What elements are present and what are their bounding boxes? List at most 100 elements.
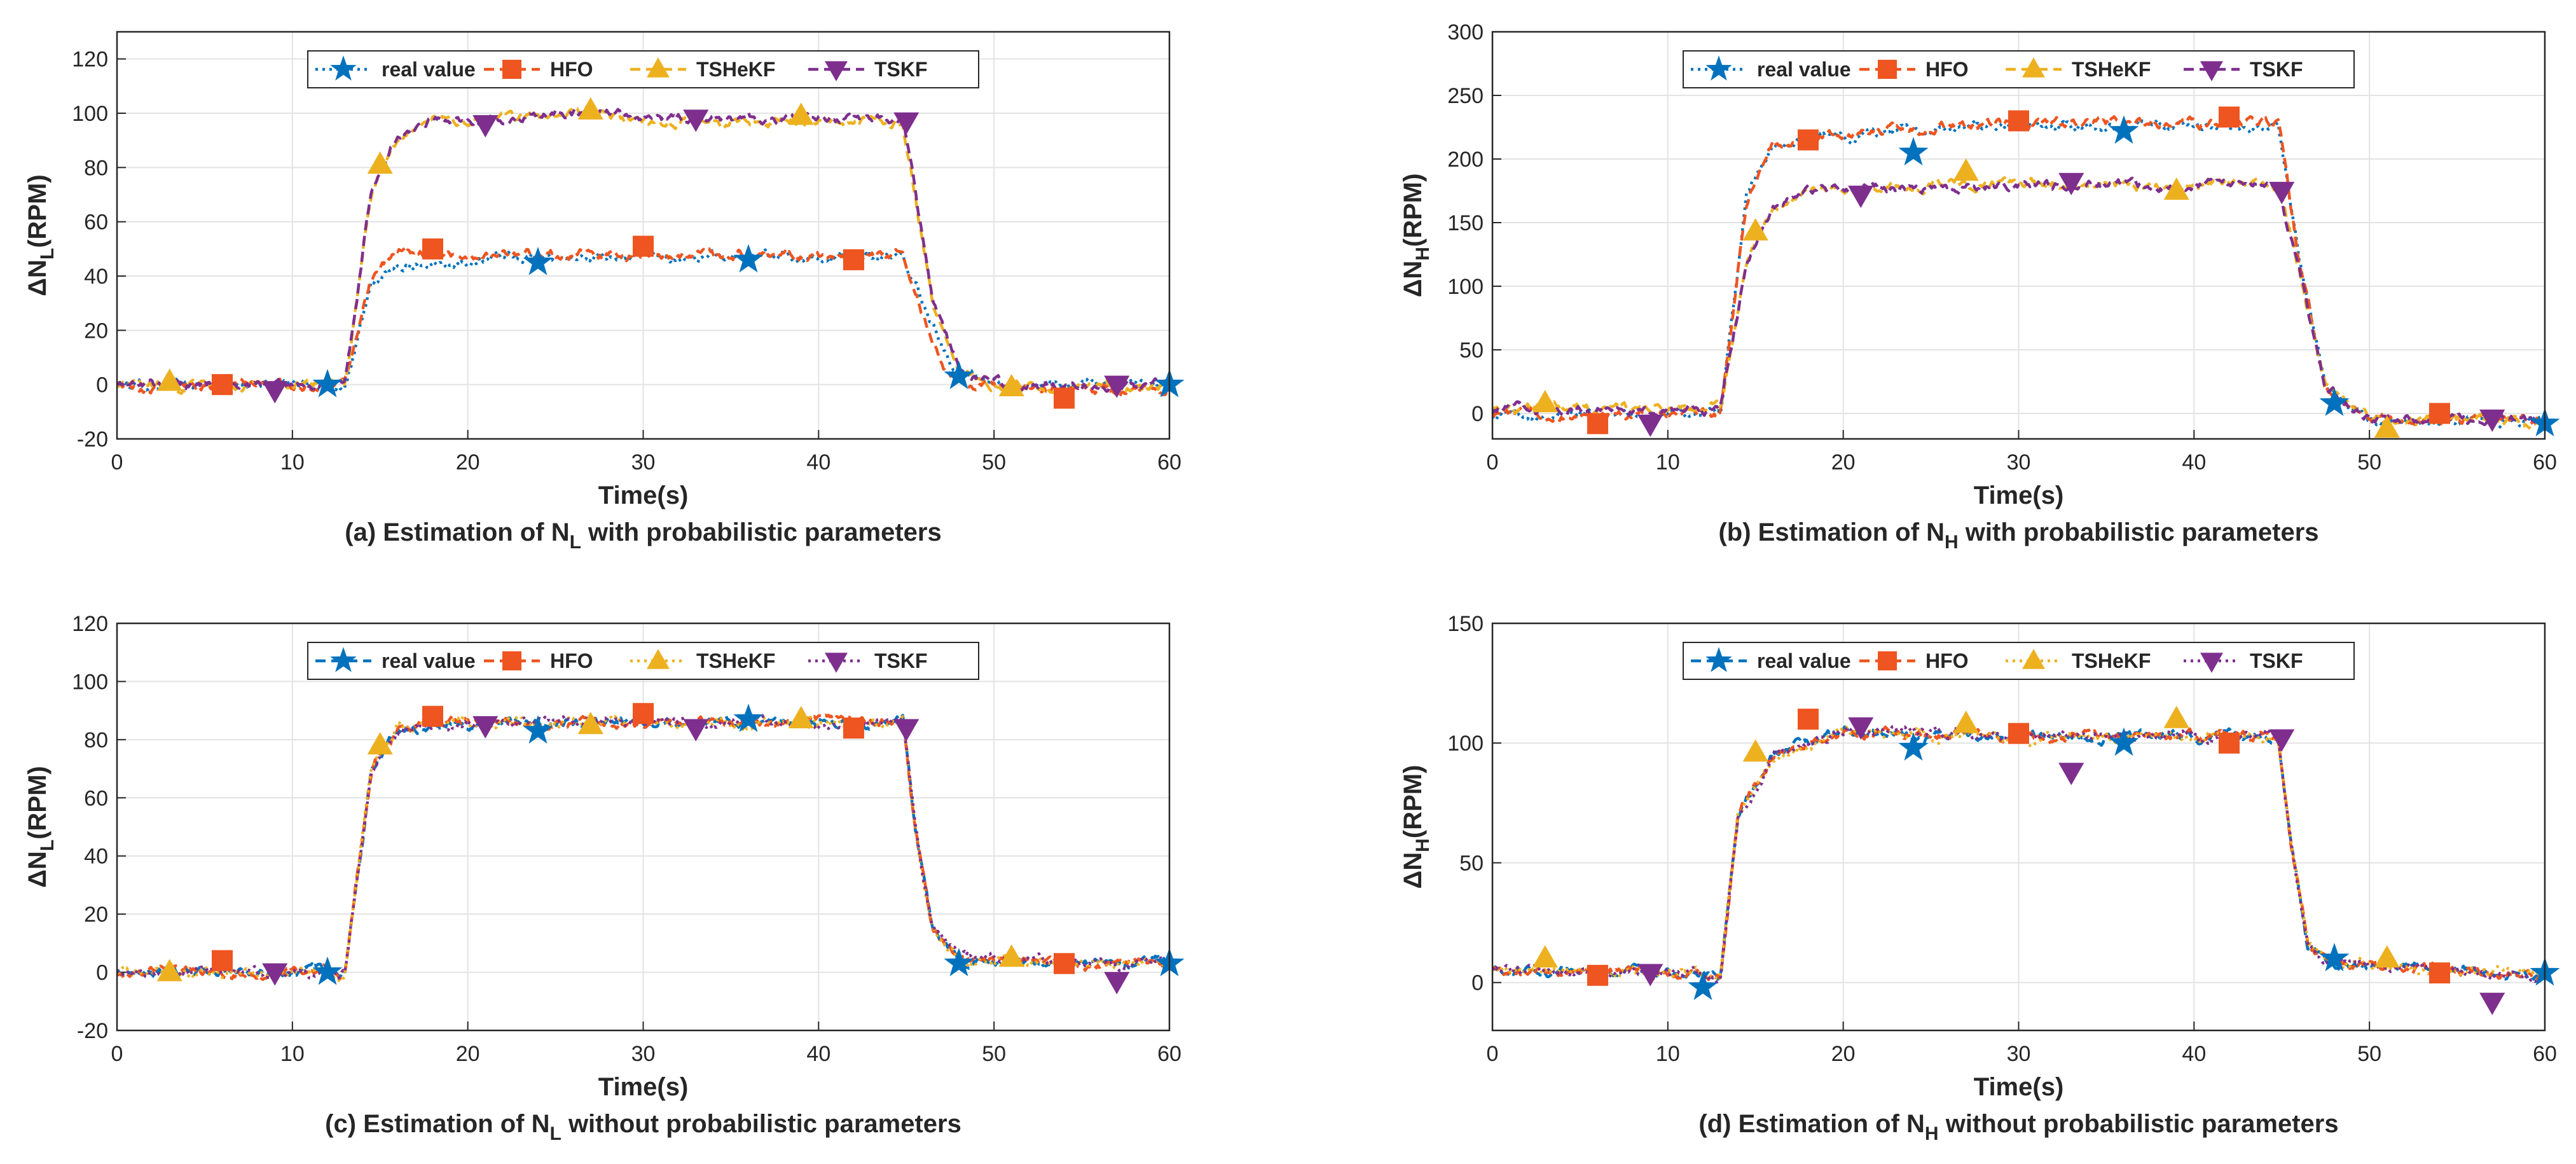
chart-b-series-tshekf-marker bbox=[1532, 389, 1558, 413]
chart-b-legend-label-tshekf: TSHeKF bbox=[2072, 58, 2151, 81]
chart-c-x-tick-label: 60 bbox=[1157, 1042, 1181, 1066]
chart-d-y-tick-label: 50 bbox=[1459, 851, 1484, 875]
chart-a-series-hfo-line bbox=[117, 246, 1169, 399]
chart-a-series-tskf-marker bbox=[472, 114, 499, 138]
chart-c-x-tick-label: 10 bbox=[280, 1042, 305, 1066]
chart-a-x-axis-label: Time(s) bbox=[598, 482, 689, 509]
chart-b-series-tshekf-marker bbox=[2374, 415, 2400, 438]
chart-c-y-tick-label: 0 bbox=[96, 961, 108, 985]
chart-c-series-hfo-marker bbox=[1054, 953, 1075, 974]
chart-d-series-real-marker bbox=[2319, 943, 2350, 972]
chart-a-series-group bbox=[117, 105, 1169, 399]
chart-a-series-tshekf-line bbox=[117, 106, 1169, 395]
chart-a-legend-marker-real bbox=[330, 55, 357, 81]
chart-c-legend-marker-tshekf bbox=[647, 649, 670, 669]
chart-d-series-tskf-marker bbox=[1848, 717, 1874, 740]
chart-b-legend: real value HFO TSHeKF TSKF bbox=[1683, 50, 2355, 88]
chart-b-series-real-marker bbox=[1898, 137, 1929, 166]
chart-d-legend-label-real: real value bbox=[1757, 649, 1851, 672]
chart-d-legend-marker-tshekf bbox=[2022, 649, 2045, 669]
chart-d-series-tskf-marker bbox=[2269, 729, 2295, 752]
chart-b-legend-marker-tshekf bbox=[2022, 57, 2045, 78]
chart-c-series-real-marker bbox=[944, 948, 974, 976]
chart-d-series-tshekf-marker bbox=[1953, 710, 1979, 733]
chart-a-x-tick-label: 20 bbox=[456, 450, 480, 475]
chart-c-x-tick-label: 0 bbox=[111, 1042, 123, 1066]
chart-d-series-hfo-marker bbox=[1798, 709, 1819, 730]
chart-c-y-tick-label: 100 bbox=[72, 670, 108, 694]
chart-c-series-tshekf-marker bbox=[788, 705, 814, 728]
chart-a-y-tick-label: 40 bbox=[84, 265, 108, 289]
chart-c-series-tshekf-marker bbox=[156, 959, 183, 981]
chart-c-series-hfo-marker bbox=[422, 705, 443, 727]
chart-b-x-tick-label: 40 bbox=[2182, 450, 2206, 475]
chart-c-x-tick-label: 40 bbox=[806, 1042, 830, 1066]
chart-b-y-tick-label: 150 bbox=[1447, 211, 1484, 235]
chart-d-legend-label-hfo: HFO bbox=[1925, 649, 1969, 672]
chart-d-legend-label-tshekf: TSHeKF bbox=[2072, 649, 2151, 672]
chart-b-y-axis-label: ΔNH(RPM) bbox=[1399, 174, 1433, 298]
chart-a-legend-box bbox=[307, 50, 979, 88]
chart-d-y-axis-label: ΔNH(RPM) bbox=[1399, 765, 1433, 889]
chart-d-caption: (d) Estimation of NH without probabilist… bbox=[1698, 1110, 2338, 1144]
chart-c-legend-label-tskf: TSKF bbox=[874, 649, 928, 672]
chart-a-series-tskf-marker bbox=[893, 112, 920, 135]
chart-a-caption: (a) Estimation of NL with probabilistic … bbox=[345, 518, 942, 553]
chart-d-series-hfo-marker bbox=[2219, 732, 2240, 754]
chart-c-series-hfo-marker bbox=[843, 717, 864, 739]
chart-c-y-tick-label: 120 bbox=[72, 612, 108, 636]
chart-a-series-real-marker bbox=[944, 361, 974, 389]
chart-b-series-hfo-marker bbox=[1587, 413, 1608, 434]
chart-b-legend-label-tskf: TSKF bbox=[2250, 58, 2303, 81]
chart-a-series-tskf-marker bbox=[683, 109, 709, 132]
chart-c-series-hfo-marker bbox=[212, 950, 233, 971]
chart-d-x-tick-label: 40 bbox=[2182, 1042, 2206, 1066]
chart-d-x-tick-label: 0 bbox=[1487, 1042, 1499, 1066]
chart-b-x-tick-label: 20 bbox=[1831, 450, 1856, 475]
chart-b-legend-label-real: real value bbox=[1757, 58, 1851, 81]
chart-b-y-tick-label: 250 bbox=[1447, 84, 1484, 108]
chart-c-x-axis-label: Time(s) bbox=[598, 1073, 689, 1101]
chart-d-legend-marker-hfo bbox=[1878, 651, 1897, 670]
chart-c-caption: (c) Estimation of NL without probabilist… bbox=[325, 1110, 961, 1144]
chart-b-series-tshekf-marker bbox=[1953, 158, 1979, 181]
chart-d-series-tskf-marker bbox=[2058, 763, 2084, 786]
chart-c-series-tskf-marker bbox=[262, 963, 288, 986]
chart-c-axes-box bbox=[116, 622, 1171, 1032]
chart-b-series-tshekf-marker bbox=[1742, 218, 1768, 241]
chart-d-series-hfo-marker bbox=[1587, 964, 1608, 986]
chart-b-legend-label-hfo: HFO bbox=[1925, 58, 1969, 81]
chart-d-y-tick-label: 0 bbox=[1471, 971, 1484, 995]
chart-a-series-hfo-marker bbox=[843, 249, 864, 270]
chart-a-y-tick-label: -20 bbox=[77, 427, 108, 452]
chart-b-series-tskf-marker bbox=[2269, 181, 2295, 205]
chart-a-y-axis-label: ΔNL(RPM) bbox=[24, 174, 58, 296]
chart-d-series-real-marker bbox=[2109, 727, 2139, 756]
chart-a-x-tick-label: 10 bbox=[280, 450, 305, 475]
chart-c-legend-marker-tskf bbox=[825, 653, 848, 673]
chart-a-legend: real value HFO TSHeKF TSKF bbox=[307, 50, 979, 88]
chart-a-axes-box bbox=[116, 31, 1171, 440]
chart-c-legend-marker-hfo bbox=[502, 651, 521, 670]
chart-a-x-tick-label: 50 bbox=[982, 450, 1006, 475]
chart-b-series-tshekf-line bbox=[1492, 176, 2545, 430]
chart-a-series-real-marker bbox=[523, 246, 553, 275]
chart-b-axes-box bbox=[1491, 31, 2546, 440]
chart-c-x-tick-label: 50 bbox=[982, 1042, 1006, 1066]
chart-d-legend-marker-tskf bbox=[2200, 653, 2223, 673]
chart-b-x-tick-label: 60 bbox=[2533, 450, 2557, 475]
chart-b-y-tick-label: 50 bbox=[1459, 338, 1484, 363]
chart-b-series-tskf-marker bbox=[1637, 414, 1663, 438]
chart-d-series-real-marker bbox=[1898, 732, 1929, 761]
chart-b-y-tick-label: 0 bbox=[1471, 402, 1484, 426]
chart-c-series-tskf-marker bbox=[1104, 972, 1130, 995]
chart-c-series-real-marker bbox=[523, 715, 553, 744]
chart-a-y-tick-label: 20 bbox=[84, 319, 108, 343]
chart-b-series-hfo-marker bbox=[2219, 106, 2240, 128]
chart-c-y-tick-label: 60 bbox=[84, 786, 108, 810]
chart-c-x-tick-label: 20 bbox=[456, 1042, 480, 1066]
chart-d-legend-box bbox=[1683, 642, 2355, 680]
chart-b-series-tskf-line bbox=[1492, 176, 2545, 427]
